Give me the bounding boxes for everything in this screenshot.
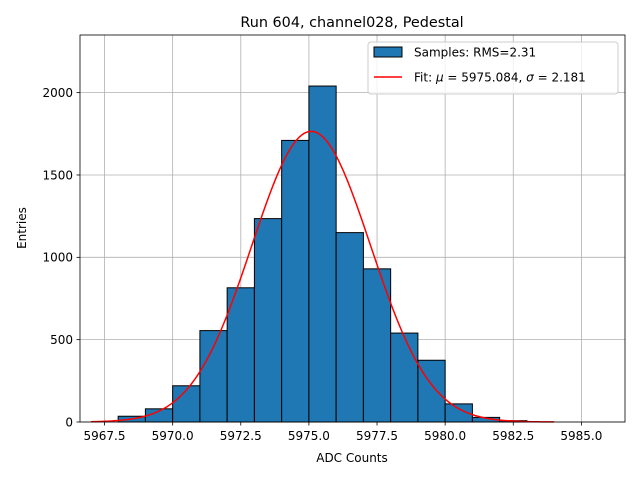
histogram-bar xyxy=(281,139,310,423)
histogram-bar xyxy=(253,218,283,423)
x-tick-label: 5972.5 xyxy=(220,429,262,443)
legend-histogram-swatch xyxy=(373,46,403,58)
legend-box xyxy=(367,41,619,95)
y-tick-label: 2000 xyxy=(42,86,73,100)
histogram-bar xyxy=(390,332,419,423)
legend-fit-sigma-text: = 2.181 xyxy=(534,71,586,85)
chart-title: Run 604, channel028, Pedestal xyxy=(240,15,463,31)
x-tick-label: 5985.0 xyxy=(560,429,602,443)
legend-fit-label: Fit: μ = 5975.084, σ = 2.181 xyxy=(414,71,586,85)
x-tick-label: 5977.5 xyxy=(356,429,398,443)
x-tick-label: 5975.0 xyxy=(288,429,330,443)
y-tick-label: 1000 xyxy=(42,251,73,265)
histogram-bar xyxy=(199,330,228,423)
x-axis-label: ADC Counts xyxy=(316,451,388,465)
legend-histogram-label: Samples: RMS=2.31 xyxy=(414,46,536,60)
x-tick-label: 5982.5 xyxy=(492,429,534,443)
x-axis: 5967.5 5970.0 5972.5 5975.0 5977.5 5980.0 5982… xyxy=(84,422,602,443)
gaussian-fit-curve xyxy=(90,130,555,423)
legend: Samples: RMS=2.31 Fit: μ = 5975.084, σ =… xyxy=(367,41,619,95)
y-tick-label: 500 xyxy=(50,333,73,347)
legend-fit-prefix: Fit: xyxy=(414,71,436,85)
legend-fit-mu-symbol: μ xyxy=(435,71,444,85)
x-tick-label: 5967.5 xyxy=(84,429,126,443)
y-tick-label: 0 xyxy=(65,415,73,429)
legend-fit-mu-text: = 5975.084, xyxy=(444,71,527,85)
histogram-bar xyxy=(226,287,255,423)
fit-curve-layer xyxy=(90,130,555,423)
y-axis: 0 500 1000 1500 2000 xyxy=(42,86,80,429)
histogram-bar xyxy=(362,268,392,423)
y-tick-label: 1500 xyxy=(42,168,73,182)
legend-fit-sigma-symbol: σ xyxy=(526,71,534,85)
histogram-bar xyxy=(172,385,201,423)
x-tick-label: 5970.0 xyxy=(152,429,194,443)
histogram-bar xyxy=(335,232,364,423)
x-tick-label: 5980.0 xyxy=(424,429,466,443)
y-axis-label: Entries xyxy=(15,207,29,249)
plot-area-frame xyxy=(79,34,626,423)
